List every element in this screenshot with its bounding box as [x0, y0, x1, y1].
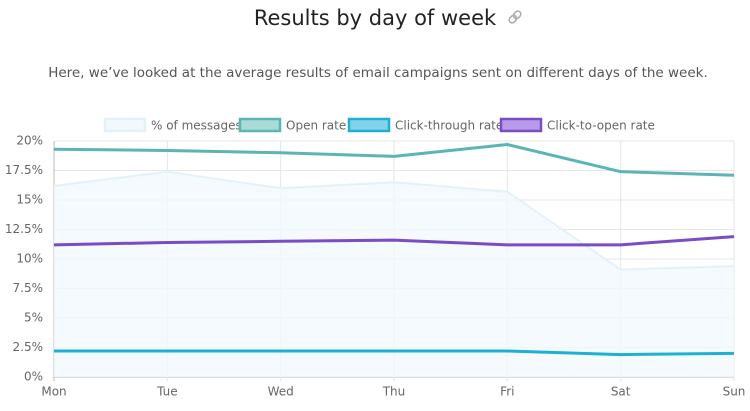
x-tick-label: Wed	[268, 385, 294, 399]
series-line	[53, 235, 735, 247]
series-area	[54, 171, 734, 377]
x-tick-label: Thu	[382, 385, 406, 399]
x-tick-label: Tue	[156, 385, 178, 399]
series-line	[53, 143, 735, 177]
y-tick-label: 12.5%	[5, 222, 43, 236]
legend-item: Open rate	[238, 117, 346, 133]
legend-item: Click-through rate	[347, 117, 503, 133]
legend-swatch	[347, 117, 391, 133]
series-line	[53, 170, 735, 271]
legend-label: Open rate	[286, 119, 346, 133]
x-tick-label: Mon	[41, 385, 66, 399]
legend-swatch	[103, 117, 147, 133]
legend-swatch	[499, 117, 543, 133]
legend-item: % of messages	[103, 117, 242, 133]
x-tick-label: Sun	[723, 385, 746, 399]
legend-label: % of messages	[151, 119, 242, 133]
legend-item: Click-to-open rate	[499, 117, 655, 133]
legend-swatch	[238, 117, 282, 133]
y-tick-label: 10%	[16, 252, 43, 266]
legend-label: Click-to-open rate	[547, 119, 655, 133]
chart-title: Results by day of week	[254, 6, 497, 30]
y-tick-label: 7.5%	[13, 281, 44, 295]
y-tick-label: 15%	[16, 193, 43, 207]
link-icon[interactable]	[508, 10, 522, 24]
y-tick-label: 5%	[24, 311, 43, 325]
y-tick-label: 20%	[16, 134, 43, 148]
chart-subtitle: Here, we’ve looked at the average result…	[48, 65, 708, 81]
y-tick-label: 2.5%	[13, 340, 44, 354]
series-line	[54, 349, 735, 357]
legend-label: Click-through rate	[395, 119, 503, 133]
y-tick-label: 0%	[24, 370, 43, 384]
x-tick-label: Fri	[500, 385, 514, 399]
x-tick-label: Sat	[611, 385, 631, 399]
y-tick-label: 17.5%	[5, 163, 43, 177]
